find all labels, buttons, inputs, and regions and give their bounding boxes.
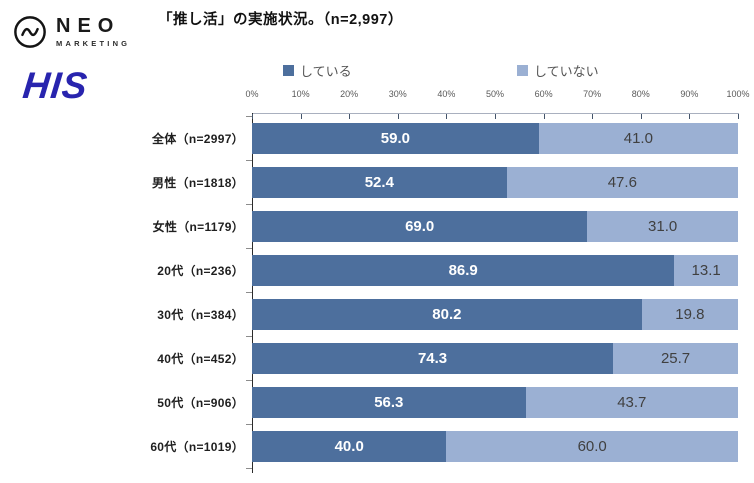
category-label: 女性（n=1179） xyxy=(152,219,244,234)
x-tick-label: 100% xyxy=(726,89,750,99)
neo-marketing-logo: NEO MARKETING xyxy=(13,15,130,49)
bar-row: 20代（n=236） 86.9 13.1 xyxy=(0,248,738,292)
his-logo: HIS xyxy=(20,65,90,106)
y-axis-line xyxy=(252,113,253,473)
bar-segment-doing: 80.2 xyxy=(252,298,642,330)
category-label: 全体（n=2997） xyxy=(151,131,244,146)
stacked-bar: 56.3 43.7 xyxy=(252,386,738,418)
stacked-bar: 40.0 60.0 xyxy=(252,430,738,462)
neo-logo-name: NEO xyxy=(56,15,121,37)
bar-segment-not-doing: 47.6 xyxy=(506,166,738,198)
bar-row: 女性（n=1179） 69.0 31.0 xyxy=(0,204,738,248)
category-label: 男性（n=1818） xyxy=(151,175,244,190)
bar-row: 40代（n=452） 74.3 25.7 xyxy=(0,336,738,380)
stacked-bar: 69.0 31.0 xyxy=(252,210,738,242)
category-label: 60代（n=1019） xyxy=(150,439,244,454)
pulse-circle-icon xyxy=(14,16,46,48)
neo-logo-text: NEO MARKETING xyxy=(56,16,130,48)
legend-label: している xyxy=(300,64,352,79)
category-tick-mark xyxy=(246,116,252,117)
bar-segment-doing: 56.3 xyxy=(252,386,526,418)
stacked-bar: 59.0 41.0 xyxy=(252,122,738,154)
bar-segment-not-doing: 60.0 xyxy=(446,430,738,462)
category-tick-mark xyxy=(246,468,252,469)
category-label: 50代（n=906） xyxy=(157,395,244,410)
neo-logo-subtitle: MARKETING xyxy=(56,39,131,48)
legend-label: していない xyxy=(534,64,599,79)
x-tick-label: 0% xyxy=(245,89,259,99)
bar-segment-doing: 40.0 xyxy=(252,430,447,462)
stacked-bar: 74.3 25.7 xyxy=(252,342,738,374)
category-label: 40代（n=452） xyxy=(157,351,244,366)
category-label: 20代（n=236） xyxy=(157,263,244,278)
bar-segment-doing: 59.0 xyxy=(252,122,539,154)
bar-segment-not-doing: 25.7 xyxy=(613,342,738,374)
stacked-bar: 80.2 19.8 xyxy=(252,298,738,330)
bar-row: 男性（n=1818） 52.4 47.6 xyxy=(0,160,738,204)
bar-row: 全体（n=2997） 59.0 41.0 xyxy=(0,116,738,160)
category-tick-mark xyxy=(246,292,252,293)
bar-segment-doing: 74.3 xyxy=(252,342,614,374)
x-tick-mark xyxy=(738,114,739,119)
legend-item[interactable]: していない xyxy=(517,61,599,80)
x-tick-label: 30% xyxy=(388,89,407,99)
bar-segment-doing: 86.9 xyxy=(252,254,675,286)
x-tick-label: 80% xyxy=(631,89,650,99)
bar-segment-not-doing: 41.0 xyxy=(538,122,738,154)
x-tick-label: 90% xyxy=(680,89,699,99)
bar-segment-not-doing: 31.0 xyxy=(587,210,738,242)
category-tick-mark xyxy=(246,160,252,161)
x-tick-label: 60% xyxy=(534,89,553,99)
bar-segment-not-doing: 13.1 xyxy=(674,254,738,286)
x-tick-label: 40% xyxy=(437,89,456,99)
category-tick-mark xyxy=(246,424,252,425)
x-tick-label: 50% xyxy=(485,89,504,99)
category-tick-mark xyxy=(246,336,252,337)
bar-segment-doing: 52.4 xyxy=(252,166,507,198)
bar-row: 30代（n=384） 80.2 19.8 xyxy=(0,292,738,336)
bar-segment-not-doing: 19.8 xyxy=(641,298,738,330)
stacked-bar: 52.4 47.6 xyxy=(252,166,738,198)
chart-title: 「推し活」の実施状況。（n=2,997） xyxy=(158,12,403,28)
stacked-bar: 86.9 13.1 xyxy=(252,254,738,286)
bar-row: 60代（n=1019） 40.0 60.0 xyxy=(0,424,738,468)
legend-item[interactable]: している xyxy=(283,61,352,80)
bar-row: 50代（n=906） 56.3 43.7 xyxy=(0,380,738,424)
x-tick-label: 20% xyxy=(340,89,359,99)
x-axis-line xyxy=(252,113,739,114)
legend-swatch-icon xyxy=(517,65,528,76)
category-tick-mark xyxy=(246,380,252,381)
category-tick-mark xyxy=(246,204,252,205)
category-tick-mark xyxy=(246,248,252,249)
category-label: 30代（n=384） xyxy=(157,307,244,322)
legend-swatch-icon xyxy=(283,65,294,76)
x-tick-label: 70% xyxy=(583,89,602,99)
x-tick-label: 10% xyxy=(291,89,310,99)
bar-segment-not-doing: 43.7 xyxy=(525,386,738,418)
plot-rows: 全体（n=2997） 59.0 41.0 男性（n=1818） 52.4 47.6 女性（n… xyxy=(0,116,738,468)
bar-segment-doing: 69.0 xyxy=(252,210,588,242)
